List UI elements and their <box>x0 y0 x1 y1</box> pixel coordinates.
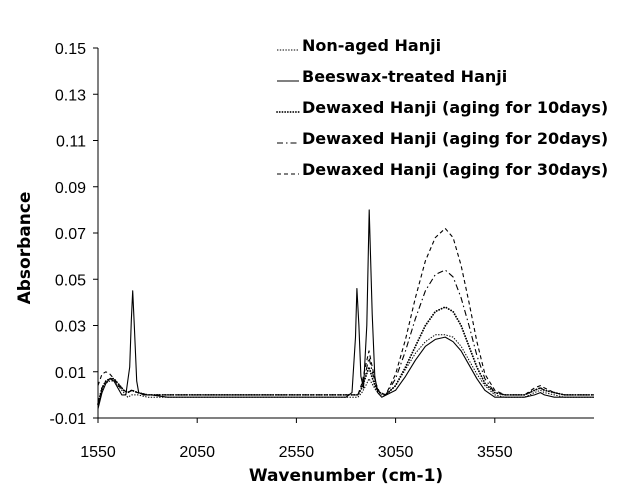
x-ticks: 1550 2050 2550 3050 3550 <box>80 418 513 461</box>
y-tick-label: 0.11 <box>56 134 86 151</box>
y-tick-label: 0.09 <box>55 180 86 197</box>
x-tick-label: 3550 <box>477 444 513 461</box>
y-tick-label: 0.07 <box>55 226 86 243</box>
series-line-3 <box>97 306 595 405</box>
y-tick-label: -0.01 <box>50 411 87 428</box>
x-tick-label: 2050 <box>179 444 215 461</box>
y-tick-label: 0.13 <box>55 87 86 104</box>
legend-label-2: Beeswax-treated Hanji <box>302 67 507 86</box>
series-layer <box>97 209 595 409</box>
x-tick-label: 3050 <box>378 444 414 461</box>
series-line-4 <box>97 269 594 405</box>
y-ticks: 0.15 0.13 0.11 0.09 0.07 0.05 0.03 0.01 -0.01 <box>50 41 98 428</box>
y-tick-label: 0.15 <box>55 41 86 58</box>
series-line-5 <box>97 227 594 396</box>
x-axis-title: Wavenumber (cm-1) <box>249 466 443 486</box>
legend-label-1: Non-aged Hanji <box>302 36 441 55</box>
legend-label-3: Dewaxed Hanji (aging for 10days) <box>302 98 608 117</box>
y-tick-label: 0.01 <box>55 365 86 382</box>
y-tick-label: 0.03 <box>55 319 86 336</box>
x-tick-label: 2550 <box>279 444 315 461</box>
y-tick-label: 0.05 <box>55 272 86 289</box>
legend-label-5: Dewaxed Hanji (aging for 30days) <box>302 160 608 179</box>
legend: Non-aged Hanji Beeswax-treated Hanji Dewax… <box>276 36 608 179</box>
y-axis-title: Absorbance <box>15 192 35 305</box>
series-line-2 <box>97 209 594 409</box>
legend-label-4: Dewaxed Hanji (aging for 20days) <box>302 129 608 148</box>
x-tick-label: 1550 <box>80 444 116 461</box>
